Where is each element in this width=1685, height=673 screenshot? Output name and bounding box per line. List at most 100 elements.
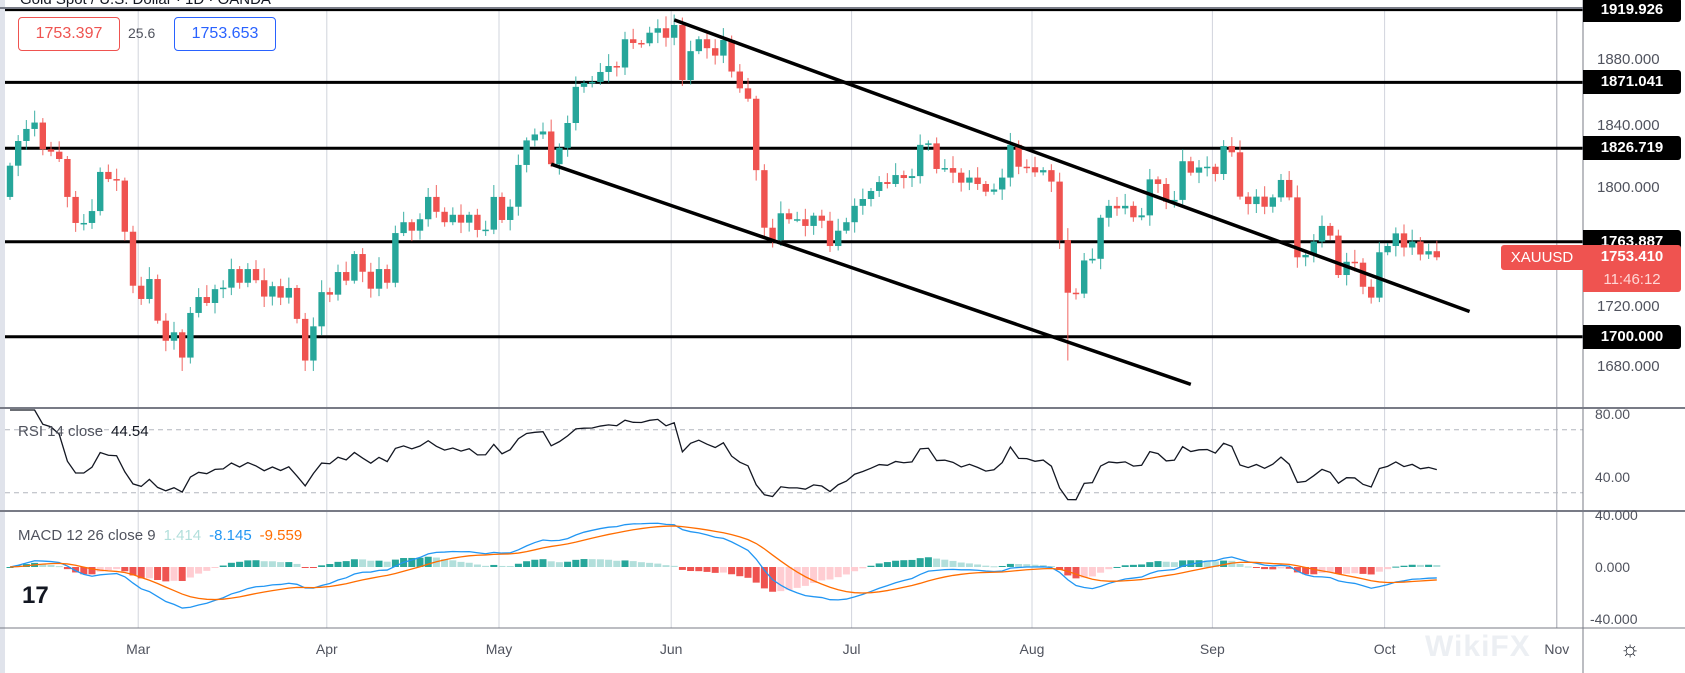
candle	[1163, 178, 1170, 210]
macd-histogram-bar	[1211, 561, 1219, 567]
macd-histogram-bar	[1318, 567, 1326, 573]
candle	[1236, 140, 1244, 200]
tradingview-logo[interactable]: 17	[22, 582, 49, 609]
price-tick: 1720.000	[1597, 298, 1660, 315]
candle-body	[999, 177, 1006, 190]
macd-histogram-bar	[1400, 565, 1408, 567]
macd-histogram-bar	[309, 567, 317, 568]
macd-histogram-bar	[793, 567, 801, 588]
candle-body	[671, 24, 678, 38]
candle	[1261, 186, 1268, 215]
macd-histogram-bar	[613, 560, 621, 567]
candle	[1212, 163, 1219, 182]
candle	[818, 209, 825, 229]
candle-body	[1245, 196, 1252, 205]
rsi-legend[interactable]: RSI 14 close 44.54	[18, 423, 157, 440]
macd-histogram-bar	[154, 567, 162, 580]
candle	[64, 156, 71, 208]
macd-histogram-bar	[1244, 566, 1252, 568]
candle-body	[835, 230, 842, 247]
macd-histogram-bar	[1121, 565, 1129, 567]
candle-body	[310, 326, 317, 361]
macd-histogram-bar	[1187, 560, 1195, 567]
chart-settings-icon[interactable]: ☼	[1620, 636, 1641, 661]
channel-lower-line[interactable]	[550, 162, 1192, 387]
candle	[170, 321, 178, 350]
candle	[146, 267, 153, 304]
candle-body	[6, 165, 14, 197]
macd-pane	[6, 522, 1441, 609]
macd-histogram-bar	[654, 563, 662, 567]
macd-histogram-bar	[1408, 564, 1416, 567]
macd-histogram-bar	[1105, 567, 1113, 570]
candle-body	[343, 272, 350, 281]
candle-body	[408, 222, 415, 231]
candle	[769, 218, 776, 248]
channel-upper-line[interactable]	[673, 18, 1471, 314]
candle-body	[1228, 146, 1235, 153]
candle	[826, 211, 834, 252]
candle	[1376, 241, 1383, 303]
macd-histogram-bar	[777, 567, 785, 592]
candle	[474, 208, 481, 238]
candle	[515, 154, 522, 216]
candle-body	[851, 205, 858, 223]
candle	[343, 261, 350, 286]
candle	[425, 188, 432, 227]
macd-histogram-bar	[506, 565, 514, 567]
price-tick: 1880.000	[1597, 51, 1660, 69]
macd-histogram-bar	[465, 562, 473, 567]
macd-histogram-bar	[1261, 567, 1269, 570]
candle-body	[539, 131, 547, 135]
candle	[679, 17, 686, 86]
macd-legend[interactable]: MACD 12 26 close 9 1.414 -8.145 -9.559	[18, 527, 310, 544]
candle-body	[1253, 196, 1260, 205]
level-price-label: 1700.000	[1583, 324, 1681, 349]
trendlines[interactable]	[550, 18, 1471, 387]
buy-button[interactable]: 1753.653	[174, 17, 276, 51]
candle	[252, 260, 260, 284]
candle-body	[211, 289, 219, 303]
candle-body	[433, 196, 440, 212]
sell-button[interactable]: 1753.397	[18, 17, 120, 51]
candle	[433, 185, 440, 218]
candle	[162, 313, 169, 352]
candle	[334, 264, 342, 301]
candle	[351, 251, 358, 284]
candle	[1368, 279, 1375, 304]
month-label: Jul	[842, 641, 861, 657]
candle	[302, 312, 309, 371]
macd-histogram-bar	[186, 567, 194, 578]
horizontal-levels[interactable]	[5, 8, 1583, 339]
macd-histogram-bar	[498, 565, 506, 567]
candle-body	[1318, 225, 1326, 242]
macd-histogram-bar	[892, 560, 900, 567]
macd-histogram-bar	[1129, 564, 1137, 567]
macd-histogram-bar	[6, 567, 14, 568]
candle-body	[1154, 179, 1162, 184]
candle	[1105, 199, 1112, 227]
macd-histogram-bar	[916, 558, 924, 567]
candles	[6, 14, 1440, 371]
candle-body	[810, 215, 817, 226]
candle	[1072, 288, 1080, 300]
candle	[1245, 192, 1252, 215]
candle	[974, 167, 981, 190]
month-label: Nov	[1544, 641, 1570, 657]
candle-body	[1409, 241, 1416, 248]
candle-body	[753, 98, 760, 171]
candle	[720, 28, 727, 64]
candle	[129, 225, 137, 294]
candle	[646, 26, 653, 47]
candle	[416, 213, 424, 240]
macd-line-value: -8.145	[209, 527, 252, 544]
candle	[293, 284, 301, 324]
macd-histogram-bar	[711, 567, 719, 573]
candle-body	[990, 189, 998, 192]
macd-histogram-bar	[580, 559, 588, 567]
macd-histogram-bar	[572, 559, 580, 567]
macd-histogram-bar	[1203, 560, 1211, 567]
candle	[1040, 167, 1047, 176]
macd-histogram-bar	[1220, 560, 1228, 567]
